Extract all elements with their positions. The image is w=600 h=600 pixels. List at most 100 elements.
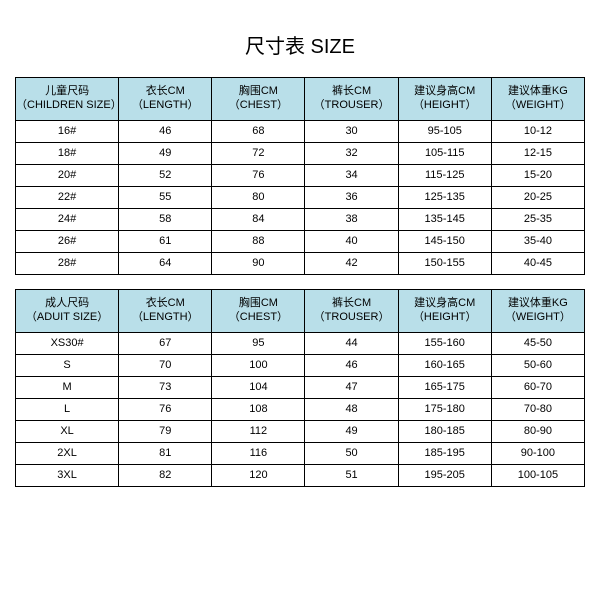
table-cell: 150-155 [398, 253, 491, 275]
table-cell: 61 [119, 231, 212, 253]
table-cell: 95 [212, 333, 305, 355]
table-row: 18#497232105-11512-15 [16, 143, 585, 165]
table-cell: 120 [212, 465, 305, 487]
table-cell: 25-35 [491, 209, 584, 231]
table-cell: 26# [16, 231, 119, 253]
table-cell: 52 [119, 165, 212, 187]
table-cell: 49 [119, 143, 212, 165]
table-row: 24#588438135-14525-35 [16, 209, 585, 231]
table-cell: 45-50 [491, 333, 584, 355]
table-cell: 180-185 [398, 421, 491, 443]
table-cell: 20-25 [491, 187, 584, 209]
page-title: 尺寸表 SIZE [245, 30, 355, 59]
table-row: XS30#679544155-16045-50 [16, 333, 585, 355]
table-cell: 125-135 [398, 187, 491, 209]
table-cell: 195-205 [398, 465, 491, 487]
table-row: XL7911249180-18580-90 [16, 421, 585, 443]
table-cell: 84 [212, 209, 305, 231]
table-cell: L [16, 399, 119, 421]
table-cell: 90 [212, 253, 305, 275]
table-cell: 46 [119, 121, 212, 143]
col-header: 裤长CM（TROUSER） [305, 290, 398, 333]
table-cell: 95-105 [398, 121, 491, 143]
col-header: 建议体重KG（WEIGHT） [491, 78, 584, 121]
table-cell: 105-115 [398, 143, 491, 165]
table-cell: 44 [305, 333, 398, 355]
table-cell: 175-180 [398, 399, 491, 421]
col-header: 胸围CM（CHEST） [212, 78, 305, 121]
table-cell: 36 [305, 187, 398, 209]
table-cell: 24# [16, 209, 119, 231]
table-cell: XS30# [16, 333, 119, 355]
size-table: 儿童尺码（CHILDREN SIZE） 衣长CM（LENGTH） 胸围CM（CH… [15, 77, 585, 487]
table-cell: 76 [212, 165, 305, 187]
adult-header-row: 成人尺码（ADUIT SIZE）衣长CM（LENGTH）胸围CM（CHEST）裤… [16, 290, 585, 333]
table-cell: 64 [119, 253, 212, 275]
col-header: 成人尺码（ADUIT SIZE） [16, 290, 119, 333]
table-cell: 50 [305, 443, 398, 465]
table-cell: 81 [119, 443, 212, 465]
table-cell: 20# [16, 165, 119, 187]
table-cell: 46 [305, 355, 398, 377]
table-cell: 108 [212, 399, 305, 421]
table-cell: 76 [119, 399, 212, 421]
table-cell: 58 [119, 209, 212, 231]
table-cell: 160-165 [398, 355, 491, 377]
table-cell: S [16, 355, 119, 377]
table-cell: 67 [119, 333, 212, 355]
table-cell: 50-60 [491, 355, 584, 377]
table-cell: 49 [305, 421, 398, 443]
table-cell: 34 [305, 165, 398, 187]
table-cell: M [16, 377, 119, 399]
table-cell: 10-12 [491, 121, 584, 143]
table-cell: 135-145 [398, 209, 491, 231]
children-header-row: 儿童尺码（CHILDREN SIZE） 衣长CM（LENGTH） 胸围CM（CH… [16, 78, 585, 121]
col-header: 衣长CM（LENGTH） [119, 78, 212, 121]
table-cell: 40 [305, 231, 398, 253]
table-cell: 3XL [16, 465, 119, 487]
table-cell: 2XL [16, 443, 119, 465]
col-header: 裤长CM（TROUSER） [305, 78, 398, 121]
table-cell: 88 [212, 231, 305, 253]
table-cell: 28# [16, 253, 119, 275]
table-cell: 82 [119, 465, 212, 487]
table-cell: 80 [212, 187, 305, 209]
table-cell: 70 [119, 355, 212, 377]
table-cell: 16# [16, 121, 119, 143]
table-cell: 185-195 [398, 443, 491, 465]
table-row: M7310447165-17560-70 [16, 377, 585, 399]
table-cell: 38 [305, 209, 398, 231]
table-cell: XL [16, 421, 119, 443]
col-header: 胸围CM（CHEST） [212, 290, 305, 333]
table-cell: 116 [212, 443, 305, 465]
table-row: 20#527634115-12515-20 [16, 165, 585, 187]
table-cell: 68 [212, 121, 305, 143]
table-cell: 104 [212, 377, 305, 399]
col-header: 儿童尺码（CHILDREN SIZE） [16, 78, 119, 121]
table-row: 16#46683095-10510-12 [16, 121, 585, 143]
table-cell: 30 [305, 121, 398, 143]
table-cell: 100-105 [491, 465, 584, 487]
table-row: 2XL8111650185-19590-100 [16, 443, 585, 465]
table-cell: 80-90 [491, 421, 584, 443]
table-cell: 60-70 [491, 377, 584, 399]
table-row: 28#649042150-15540-45 [16, 253, 585, 275]
gap-row [16, 275, 585, 290]
table-cell: 12-15 [491, 143, 584, 165]
table-cell: 155-160 [398, 333, 491, 355]
table-cell: 145-150 [398, 231, 491, 253]
table-cell: 40-45 [491, 253, 584, 275]
table-row: 26#618840145-15035-40 [16, 231, 585, 253]
table-row: L7610848175-18070-80 [16, 399, 585, 421]
table-cell: 73 [119, 377, 212, 399]
table-cell: 32 [305, 143, 398, 165]
col-header: 建议身高CM（HEIGHT） [398, 78, 491, 121]
table-cell: 51 [305, 465, 398, 487]
table-cell: 48 [305, 399, 398, 421]
table-cell: 79 [119, 421, 212, 443]
table-cell: 165-175 [398, 377, 491, 399]
table-row: 3XL8212051195-205100-105 [16, 465, 585, 487]
table-cell: 15-20 [491, 165, 584, 187]
table-row: S7010046160-16550-60 [16, 355, 585, 377]
col-header: 建议体重KG（WEIGHT） [491, 290, 584, 333]
